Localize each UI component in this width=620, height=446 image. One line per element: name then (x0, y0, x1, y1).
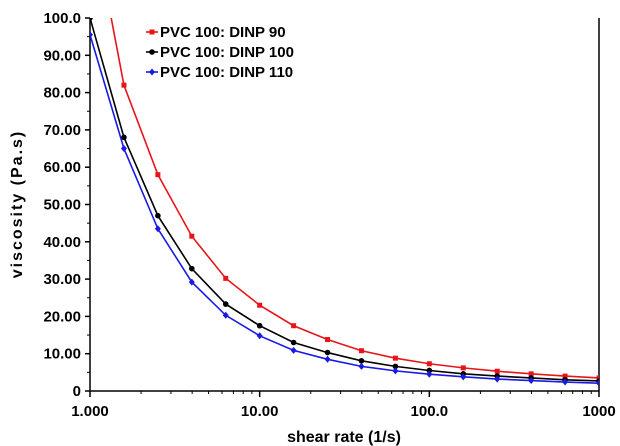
x-tick-label: 100.0 (411, 403, 449, 420)
y-tick-label: 20.00 (43, 308, 81, 325)
y-tick-label: 70.00 (43, 122, 81, 139)
data-point (223, 275, 229, 281)
data-point (596, 379, 599, 387)
data-point (494, 368, 500, 374)
y-tick-label: 60.00 (43, 159, 81, 176)
legend-label: PVC 100: DINP 90 (160, 24, 286, 41)
data-point (290, 339, 297, 346)
data-point (460, 365, 466, 371)
axes: 0 10.00 20.00 30.00 40.00 50.00 60.00 70.00 80.0… (43, 10, 615, 420)
x-axis-title: shear rate (1/s) (287, 429, 401, 446)
data-point (120, 145, 127, 153)
series-2 (90, 18, 599, 384)
y-axis-title: viscosity (Pa.s) (9, 130, 26, 279)
data-point (528, 377, 535, 385)
legend-label: PVC 100: DINP 110 (160, 64, 293, 81)
data-point (562, 378, 569, 386)
y-tick-label: 0 (73, 383, 81, 400)
y-tick-label: 90.00 (43, 47, 81, 64)
y-tick-label: 50.00 (43, 197, 81, 214)
data-point (358, 348, 364, 354)
data-point (494, 375, 501, 383)
series-line (110, 18, 599, 379)
series-line (90, 18, 599, 382)
series-1 (110, 18, 599, 381)
data-point (392, 367, 399, 375)
legend-label: PVC 100: DINP 100 (160, 44, 294, 61)
x-tick-label: 1000 (582, 403, 615, 420)
y-tick-label: 100.0 (43, 10, 81, 27)
data-point (189, 233, 195, 239)
data-point (256, 332, 263, 340)
data-point (528, 371, 534, 377)
data-point (121, 134, 127, 141)
data-point (392, 363, 399, 370)
data-point (121, 82, 127, 88)
data-point (358, 357, 365, 364)
data-point (257, 302, 263, 308)
y-tick-label: 40.00 (43, 234, 81, 251)
data-point (596, 375, 599, 381)
data-point (324, 349, 331, 356)
series-line (90, 34, 599, 384)
data-point (290, 346, 297, 354)
data-point (426, 367, 433, 374)
data-point (222, 301, 229, 307)
data-point (426, 370, 433, 378)
data-point (392, 355, 398, 361)
data-point (460, 373, 467, 381)
data-point (155, 172, 161, 178)
data-point (256, 322, 263, 329)
data-point (155, 212, 161, 219)
data-point (324, 355, 331, 363)
x-tick-label: 1.000 (71, 403, 109, 420)
y-tick-label: 10.00 (43, 346, 81, 363)
data-point (562, 373, 568, 379)
data-point (426, 361, 432, 367)
data-point (154, 225, 161, 233)
series-3 (90, 31, 599, 387)
legend-marker (149, 29, 155, 35)
legend-marker (149, 68, 155, 76)
data-point (188, 265, 195, 272)
series-layer (90, 18, 599, 387)
y-tick-label: 80.00 (43, 85, 81, 102)
y-tick-label: 30.00 (43, 271, 81, 288)
data-point (358, 362, 365, 370)
x-tick-label: 10.00 (241, 403, 279, 420)
data-point (222, 311, 229, 319)
data-point (90, 31, 93, 39)
data-point (325, 337, 331, 343)
legend: PVC 100: DINP 90 PVC 100: DINP 100 PVC 100… (146, 24, 294, 81)
data-point (188, 278, 195, 286)
data-point (291, 323, 297, 329)
legend-marker (149, 49, 155, 55)
data-point (90, 18, 93, 21)
